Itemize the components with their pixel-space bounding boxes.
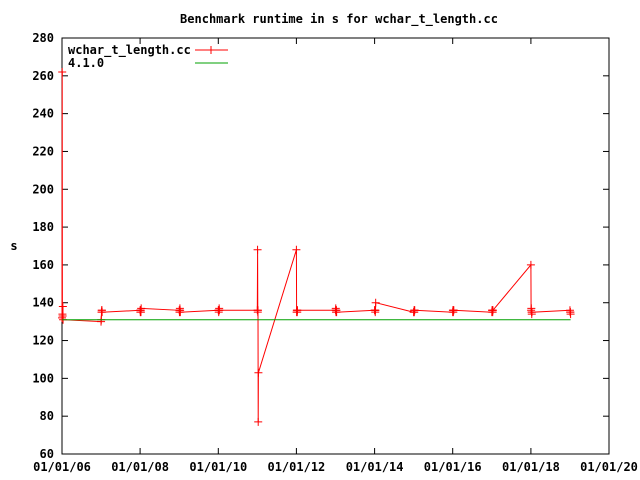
series-layer — [58, 68, 575, 426]
x-tick-label: 01/01/18 — [502, 460, 560, 474]
y-axis-label: s — [10, 239, 17, 253]
series-line-1 — [61, 71, 572, 422]
y-tick-label: 160 — [32, 258, 54, 272]
y-tick-label: 220 — [32, 144, 54, 158]
x-axis-ticks: 01/01/06 01/01/08 01/01/10 01/01/12 01/01/14… — [33, 38, 638, 474]
x-tick-label: 01/01/12 — [267, 460, 325, 474]
legend: wchar_t_length.cc4.1.0 — [68, 43, 228, 70]
data-point — [371, 298, 380, 307]
data-point — [253, 245, 262, 254]
chart-title: Benchmark runtime in s for wchar_t_lengt… — [180, 12, 498, 27]
y-tick-label: 180 — [32, 220, 54, 234]
data-point — [254, 368, 263, 377]
legend-label-1: wchar_t_length.cc — [68, 43, 191, 58]
y-tick-label: 200 — [32, 182, 54, 196]
x-tick-label: 01/01/20 — [580, 460, 638, 474]
plot-frame — [61, 37, 610, 455]
y-tick-label: 280 — [32, 31, 54, 45]
x-tick-label: 01/01/14 — [346, 460, 404, 474]
y-tick-label: 140 — [32, 296, 54, 310]
data-point — [410, 306, 419, 315]
x-tick-label: 01/01/06 — [33, 460, 91, 474]
data-point — [449, 306, 458, 315]
x-tick-label: 01/01/16 — [424, 460, 482, 474]
y-axis-ticks: 60 80 100 120 140 160 180 200 220 240 260 280 — [32, 31, 609, 461]
data-point — [98, 308, 107, 317]
data-point — [176, 308, 185, 317]
legend-label-2: 4.1.0 — [68, 56, 104, 70]
y-tick-label: 60 — [40, 447, 54, 461]
data-point — [488, 306, 497, 315]
data-point — [254, 417, 263, 426]
data-point — [566, 310, 575, 319]
x-tick-label: 01/01/08 — [111, 460, 169, 474]
x-tick-label: 01/01/10 — [189, 460, 247, 474]
y-tick-label: 100 — [32, 371, 54, 385]
y-tick-label: 260 — [32, 69, 54, 83]
data-point — [137, 304, 146, 313]
data-point — [526, 260, 535, 269]
y-tick-label: 80 — [40, 409, 54, 423]
data-point — [332, 308, 341, 317]
data-point — [58, 302, 67, 311]
y-tick-label: 240 — [32, 107, 54, 121]
data-point — [58, 68, 67, 77]
data-point — [527, 308, 536, 317]
data-point — [371, 306, 380, 315]
data-point — [292, 245, 301, 254]
data-point — [293, 306, 302, 315]
y-tick-label: 120 — [32, 334, 54, 348]
data-point — [253, 306, 262, 315]
legend-marker-1 — [207, 46, 215, 54]
data-point — [215, 306, 224, 315]
